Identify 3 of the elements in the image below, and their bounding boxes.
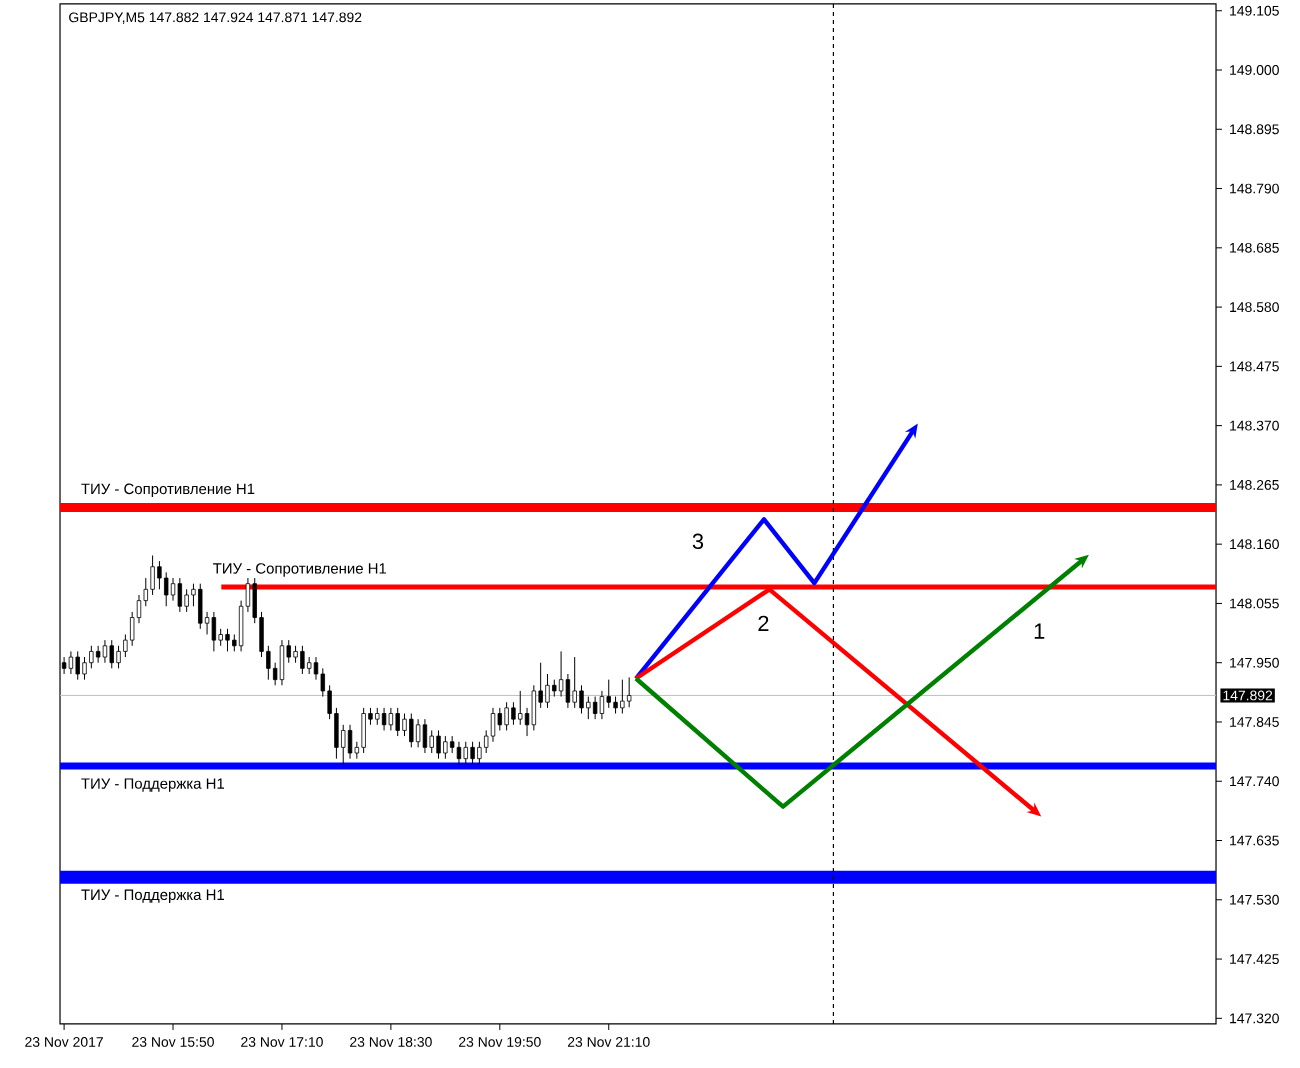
- series-label: 2: [758, 615, 769, 631]
- series-label: 1: [1034, 623, 1045, 639]
- series-label: 3: [692, 533, 704, 550]
